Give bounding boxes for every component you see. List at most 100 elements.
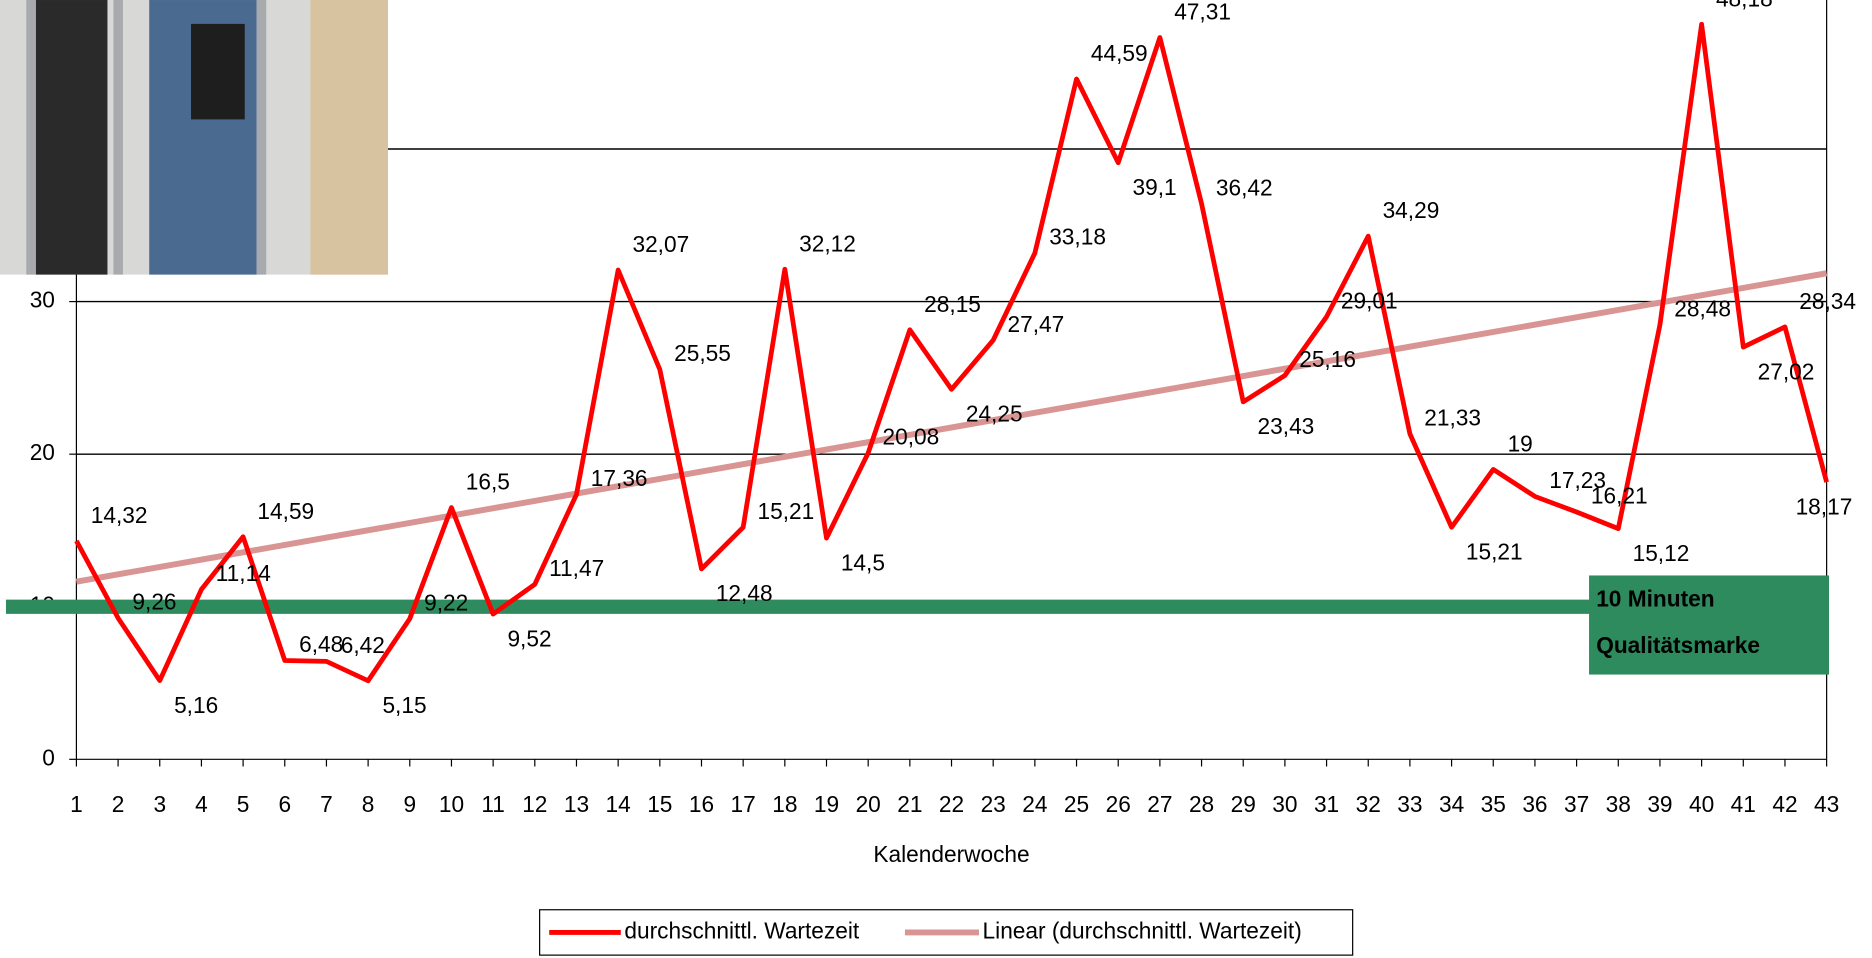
data-label: 6,42 [341, 632, 385, 658]
x-tick-label: 43 [1814, 791, 1839, 817]
x-tick-label: 39 [1647, 791, 1672, 817]
x-tick-label: 29 [1231, 791, 1256, 817]
data-label: 6,48 [299, 631, 343, 657]
x-tick-label: 37 [1564, 791, 1589, 817]
x-tick-label: 6 [278, 791, 291, 817]
data-label: 14,32 [91, 502, 148, 528]
data-label: 28,34 [1799, 288, 1856, 314]
x-tick-label: 38 [1606, 791, 1631, 817]
x-tick-label: 41 [1731, 791, 1756, 817]
data-label: 9,52 [507, 625, 551, 651]
x-tick-label: 3 [153, 791, 166, 817]
data-label: 28,15 [924, 291, 981, 317]
x-tick-label: 12 [522, 791, 547, 817]
data-label: 14,5 [841, 549, 885, 575]
x-tick-label: 34 [1439, 791, 1464, 817]
data-label: 27,47 [1008, 311, 1065, 337]
x-tick-label: 16 [689, 791, 714, 817]
data-label: 9,22 [424, 589, 468, 615]
photo-pole [26, 0, 36, 275]
photo-figure [310, 0, 388, 275]
data-label: 5,15 [382, 692, 426, 718]
x-tick-label: 25 [1064, 791, 1089, 817]
data-label: 48,18 [1716, 0, 1773, 11]
data-label: 15,12 [1633, 540, 1690, 566]
x-tick-label: 10 [439, 791, 464, 817]
data-label: 44,59 [1091, 40, 1148, 66]
x-tick-label: 9 [403, 791, 416, 817]
x-tick-label: 35 [1481, 791, 1506, 817]
x-tick-label: 31 [1314, 791, 1339, 817]
x-tick-label: 40 [1689, 791, 1714, 817]
data-label: 21,33 [1424, 405, 1481, 431]
x-tick-label: 8 [362, 791, 375, 817]
data-label: 20,08 [883, 424, 940, 450]
data-label: 32,07 [632, 231, 689, 257]
data-label: 17,36 [591, 465, 648, 491]
x-tick-label: 26 [1106, 791, 1131, 817]
x-tick-label: 36 [1522, 791, 1547, 817]
x-tick-label: 4 [195, 791, 208, 817]
data-label: 15,21 [1466, 539, 1523, 565]
data-label: 15,21 [757, 498, 814, 524]
data-label: 33,18 [1049, 224, 1106, 250]
x-tick-label: 30 [1272, 791, 1297, 817]
x-tick-label: 24 [1022, 791, 1047, 817]
data-label: 5,16 [174, 692, 218, 718]
data-label: 16,5 [466, 469, 510, 495]
chart: Kalenderwoche 01020304050123456789101112… [0, 0, 1872, 958]
x-tick-label: 42 [1772, 791, 1797, 817]
data-label: 25,16 [1299, 346, 1356, 372]
x-tick-label: 2 [112, 791, 125, 817]
data-label: 14,59 [257, 498, 314, 524]
data-label: 32,12 [799, 230, 856, 256]
data-label: 47,31 [1174, 0, 1231, 25]
photo-figure [191, 24, 245, 120]
x-tick-label: 33 [1397, 791, 1422, 817]
data-label: 16,21 [1591, 483, 1648, 509]
photo-pole [257, 0, 267, 275]
data-label: 24,25 [966, 401, 1023, 427]
data-label: 28,48 [1674, 295, 1731, 321]
data-label: 11,14 [216, 560, 271, 586]
trendline [76, 273, 1826, 581]
x-tick-label: 7 [320, 791, 333, 817]
y-tick-label: 0 [42, 744, 55, 770]
x-tick-label: 5 [237, 791, 250, 817]
x-tick-label: 18 [772, 791, 797, 817]
x-axis-title: Kalenderwoche [873, 841, 1029, 867]
legend-label: Linear (durchschnittl. Wartezeit) [983, 917, 1302, 943]
x-tick-label: 27 [1147, 791, 1172, 817]
photo-pole [113, 0, 123, 275]
data-label: 12,48 [716, 580, 773, 606]
x-tick-label: 23 [981, 791, 1006, 817]
data-label: 25,55 [674, 340, 731, 366]
x-tick-label: 21 [897, 791, 922, 817]
x-tick-label: 20 [856, 791, 881, 817]
data-label: 39,1 [1133, 174, 1177, 200]
x-tick-label: 11 [481, 791, 505, 817]
x-tick-label: 28 [1189, 791, 1214, 817]
data-label: 27,02 [1758, 358, 1815, 384]
data-label: 36,42 [1216, 174, 1273, 200]
y-tick-label: 30 [30, 287, 55, 313]
data-label: 11,47 [549, 555, 604, 581]
data-label: 23,43 [1258, 413, 1315, 439]
y-tick-label: 20 [30, 439, 55, 465]
x-tick-label: 14 [606, 791, 631, 817]
photo-figure [36, 0, 108, 275]
x-tick-label: 1 [70, 791, 83, 817]
data-label: 9,26 [132, 589, 176, 615]
data-label: 34,29 [1383, 197, 1440, 223]
target-label: 10 Minuten [1596, 586, 1714, 612]
x-tick-label: 32 [1356, 791, 1381, 817]
x-tick-label: 15 [647, 791, 672, 817]
target-label: Qualitätsmarke [1596, 632, 1760, 658]
x-tick-label: 22 [939, 791, 964, 817]
x-tick-label: 13 [564, 791, 589, 817]
legend-label: durchschnittl. Wartezeit [624, 917, 859, 943]
data-label: 18,17 [1796, 493, 1853, 519]
data-label: 29,01 [1341, 287, 1398, 313]
photo [0, 0, 388, 275]
data-label: 19 [1508, 431, 1533, 457]
